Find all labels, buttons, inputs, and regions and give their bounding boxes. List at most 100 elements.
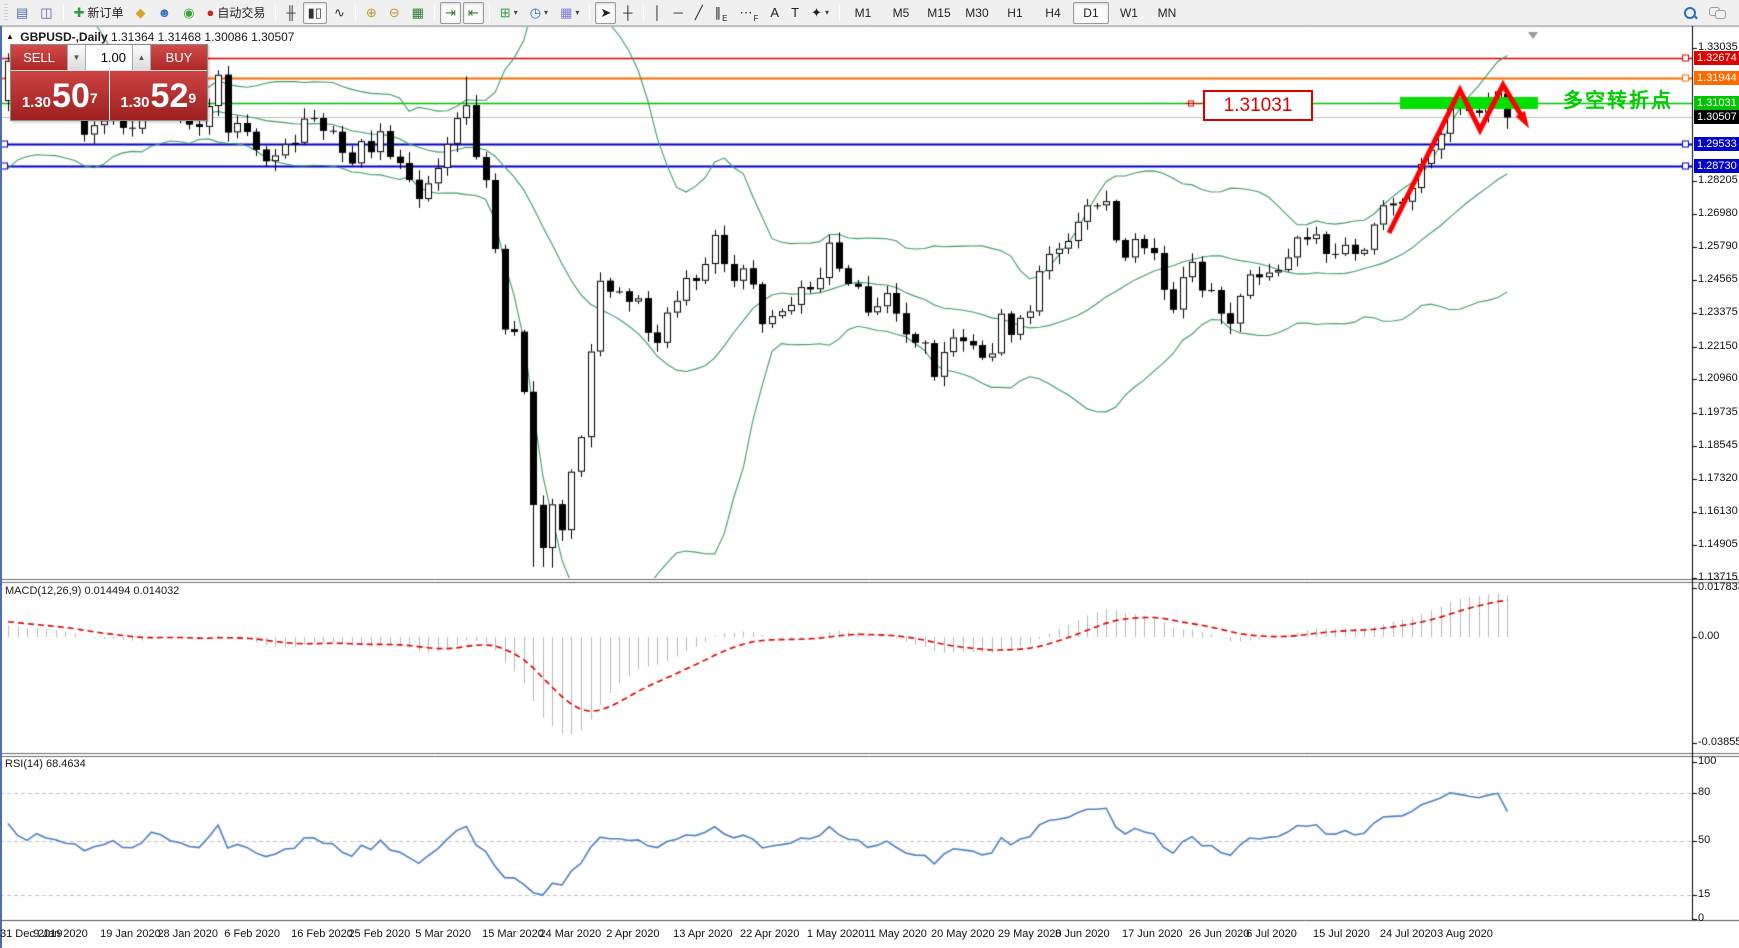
signals-button[interactable]: ◉ [178,2,199,24]
chart-shift-button[interactable]: ⇤ [462,1,484,24]
cursor-button[interactable]: ➤ [595,1,617,24]
indicators-icon: ⊞ [499,5,511,20]
auto-scroll-icon: ⇥ [444,5,456,20]
ask-price-tile[interactable]: 1.30 52 9 [109,71,207,120]
profile-button[interactable]: ◫ [35,2,57,24]
level-price-badge: 1.31944 [1694,70,1739,85]
zoom-in-button[interactable]: ⊕ [361,2,382,24]
price-axis-tick: 1.16130 [1698,504,1738,517]
equidistant-channel-button[interactable]: ∥ E [710,2,733,24]
bid-price-tile[interactable]: 1.30 50 7 [11,71,109,120]
search-icon [1683,6,1698,20]
autotrading-button[interactable]: ● 自动交易 [202,2,271,24]
price-axis-tick: 1.23375 [1698,306,1738,318]
templates-icon: ▦ [560,5,573,20]
new-order-button-label: 新订单 [87,6,124,20]
chevron-down-icon: ▾ [513,8,518,17]
ask-pip-digit: 9 [188,89,197,106]
zoom-out-icon: ⊖ [388,5,400,20]
timeframe-m5-button[interactable]: M5 [892,5,910,20]
vertical-line-button[interactable]: │ [649,2,667,24]
date-axis-label: 15 Mar 2020 [482,928,544,940]
text-icon: A [770,5,780,20]
sell-button[interactable]: SELL [11,45,67,70]
bar-chart-icon: ╫ [286,5,296,20]
date-axis-label: 11 May 2020 [864,928,927,940]
timeframe-m30-button[interactable]: M30 [965,5,989,20]
timeframe-d1-button[interactable]: D1 [1072,1,1109,24]
templates-button[interactable]: ▦ ▾ [555,2,584,24]
date-axis-label: 25 Feb 2020 [348,928,411,940]
price-axis-tick: 1.19735 [1698,405,1738,418]
crosshair-button[interactable]: ┼ [618,2,637,24]
price-axis-tick: 1.22150 [1698,339,1738,352]
search-button[interactable] [1678,2,1702,24]
toolbar-buttons: ▤ ◫ ✚ 新订单 ◆ ☻ ◉ ● 自动交易 ╫ ▮▯ ∿ ⊕ ⊖ ▦ ⇥ ⇤ ⊞ ▾ ◷ ▾ ▦ ▾ ➤ ┼ │ ─ ╱ ∥ E ⋯ F A T… [10,1,844,24]
charts-window-button[interactable]: ▤ [11,2,33,24]
signals-icon: ◉ [183,5,195,20]
collapse-arrow-icon[interactable]: ▲ [6,32,14,41]
tile-windows-button[interactable]: ▦ [407,2,429,24]
history-center-button[interactable]: ◆ [131,2,151,24]
level-price-badge: 1.28730 [1694,159,1739,174]
equidistant-channel-icon: ∥ [714,5,722,20]
toolbar-separator [589,4,591,21]
bar-chart-button[interactable]: ╫ [281,2,300,24]
macd-scale-label: 0.00 [1698,630,1720,642]
text-button[interactable]: A [765,2,784,24]
turning-point-annotation[interactable]: 多空转折点 [1563,90,1673,112]
level-price-badge: 1.31031 [1694,95,1739,110]
toolbar-separator [838,4,840,21]
arrows-button[interactable]: ✦ ▾ [806,2,834,24]
rsi-scale-label: 80 [1698,786,1711,799]
timeframe-h4-button[interactable]: H4 [1045,5,1061,20]
chat-button[interactable] [1704,2,1730,24]
horizontal-line-button[interactable]: ─ [669,2,688,24]
line-chart-button[interactable]: ∿ [329,2,350,24]
volume-input[interactable]: 1.00 [86,45,132,70]
tile-windows-icon: ▦ [411,5,424,20]
timeframe-m1-button[interactable]: M1 [854,5,872,20]
timeframe-h1-button[interactable]: H1 [1007,5,1023,20]
date-axis-label: 6 Jul 2020 [1246,928,1297,940]
periods-button[interactable]: ◷ ▾ [525,2,553,24]
date-axis-label: 6 Feb 2020 [224,928,280,940]
profile-icon: ◫ [40,5,53,20]
buy-button[interactable]: BUY [151,45,207,70]
zoom-out-button[interactable]: ⊖ [384,2,405,24]
chevron-down-icon: ▾ [824,8,829,17]
macd-values: 0.014494 0.014032 [84,585,180,597]
market-watch-button[interactable]: ☻ [153,2,177,24]
level-price-badge: 1.32674 [1694,50,1739,65]
fibonacci-button[interactable]: ⋯ F [735,2,764,24]
price-axis-tick: 1.20960 [1698,372,1738,385]
chevron-down-icon: ▾ [575,8,580,17]
volume-decrease-button[interactable]: ▼ [67,45,86,70]
text-label-button[interactable]: T [786,2,804,24]
date-axis-label: 3 Aug 2020 [1437,928,1493,940]
zoom-in-icon: ⊕ [365,5,377,20]
timeframe-m15-button[interactable]: M15 [927,5,951,20]
timeframe-toolbar: M1 M5 M15 M30 H1 H4 D1 W1 MN [844,1,1186,24]
trendline-button[interactable]: ╱ [690,2,708,24]
one-click-trading-panel: SELL ▼ 1.00 ▲ BUY 1.30 50 7 1.30 52 9 [10,44,208,121]
auto-scroll-button[interactable]: ⇥ [439,1,461,24]
price-axis-tick: 1.28205 [1698,173,1738,186]
date-axis-label: 26 Jun 2020 [1188,928,1250,940]
date-axis-label: 19 Jan 2020 [100,928,161,940]
timeframe-w1-button[interactable]: W1 [1119,5,1138,20]
date-axis-label: 9 Jan 2020 [33,928,88,940]
candlestick-chart-button[interactable]: ▮▯ [302,1,327,24]
bid-pip-digit: 7 [89,89,98,106]
date-axis-label: 8 Jun 2020 [1055,928,1110,940]
text-label-icon: T [791,5,800,20]
new-order-button[interactable]: ✚ 新订单 [69,2,129,24]
price-annotation-label[interactable]: 1.31031 [1203,90,1313,121]
volume-increase-button[interactable]: ▲ [132,45,151,70]
chart-shift-icon: ⇤ [467,5,479,20]
timeframe-mn-button[interactable]: MN [1157,5,1177,20]
indicators-button[interactable]: ⊞ ▾ [495,2,523,24]
